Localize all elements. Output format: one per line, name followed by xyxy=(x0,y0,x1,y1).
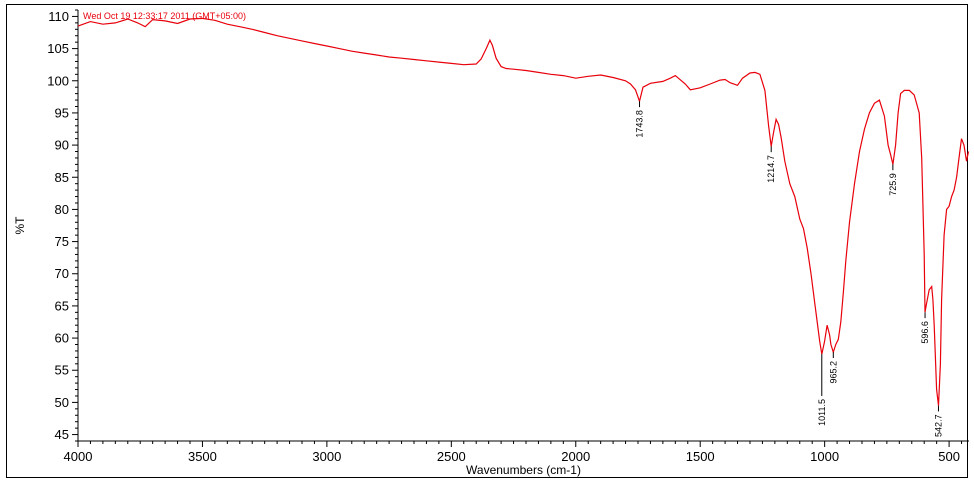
y-tick-label: 100 xyxy=(47,73,69,88)
peak-annotations: 1743.8 1214.7 1011.5 965.2 725.9 596.6 542.7 xyxy=(635,101,943,437)
y-tick-label: 105 xyxy=(47,41,69,56)
y-tick-label: 95 xyxy=(55,105,69,120)
y-tick-label: 50 xyxy=(55,395,69,410)
x-tick-label: 2500 xyxy=(437,449,466,464)
y-tick-label: 70 xyxy=(55,266,69,281)
x-axis-title: Wavenumbers (cm-1) xyxy=(466,463,581,477)
peak-label: 1743.8 xyxy=(635,110,645,138)
peak-label: 596.6 xyxy=(920,321,930,344)
peak-label: 1011.5 xyxy=(817,399,827,426)
peak-label: 1214.7 xyxy=(766,155,776,183)
y-tick-label: 85 xyxy=(55,170,69,185)
x-tick-label: 500 xyxy=(938,449,960,464)
peak-label: 725.9 xyxy=(888,173,898,196)
axes xyxy=(77,10,969,442)
x-tick-label: 3500 xyxy=(188,449,217,464)
y-tick-label: 55 xyxy=(55,363,69,378)
y-tick-label: 65 xyxy=(55,298,69,313)
peak-label: 542.7 xyxy=(933,414,943,437)
x-tick-label: 1000 xyxy=(810,449,839,464)
y-tick-label: 110 xyxy=(48,9,69,24)
y-tick-label: 90 xyxy=(55,138,69,153)
x-ticks: 4000 3500 3000 2500 2000 1500 1000 500 xyxy=(64,441,963,464)
y-tick-label: 80 xyxy=(55,202,69,217)
x-tick-label: 1500 xyxy=(686,449,715,464)
x-tick-label: 3000 xyxy=(312,449,341,464)
timestamp-label: Wed Oct 19 12:33:17 2011 (GMT+05:00) xyxy=(83,11,246,21)
y-tick-label: 45 xyxy=(55,427,69,442)
chart-frame xyxy=(6,4,968,478)
spectrum-series-line xyxy=(77,17,970,406)
x-tick-label: 2000 xyxy=(561,449,590,464)
peak-label: 965.2 xyxy=(828,361,838,384)
y-axis-title: %T xyxy=(13,216,27,235)
x-tick-label: 4000 xyxy=(64,449,93,464)
y-tick-label: 60 xyxy=(55,331,69,346)
y-tick-label: 75 xyxy=(55,234,69,249)
y-ticks: 45 50 55 60 65 70 75 80 85 90 95 100 105 110 xyxy=(47,9,78,442)
